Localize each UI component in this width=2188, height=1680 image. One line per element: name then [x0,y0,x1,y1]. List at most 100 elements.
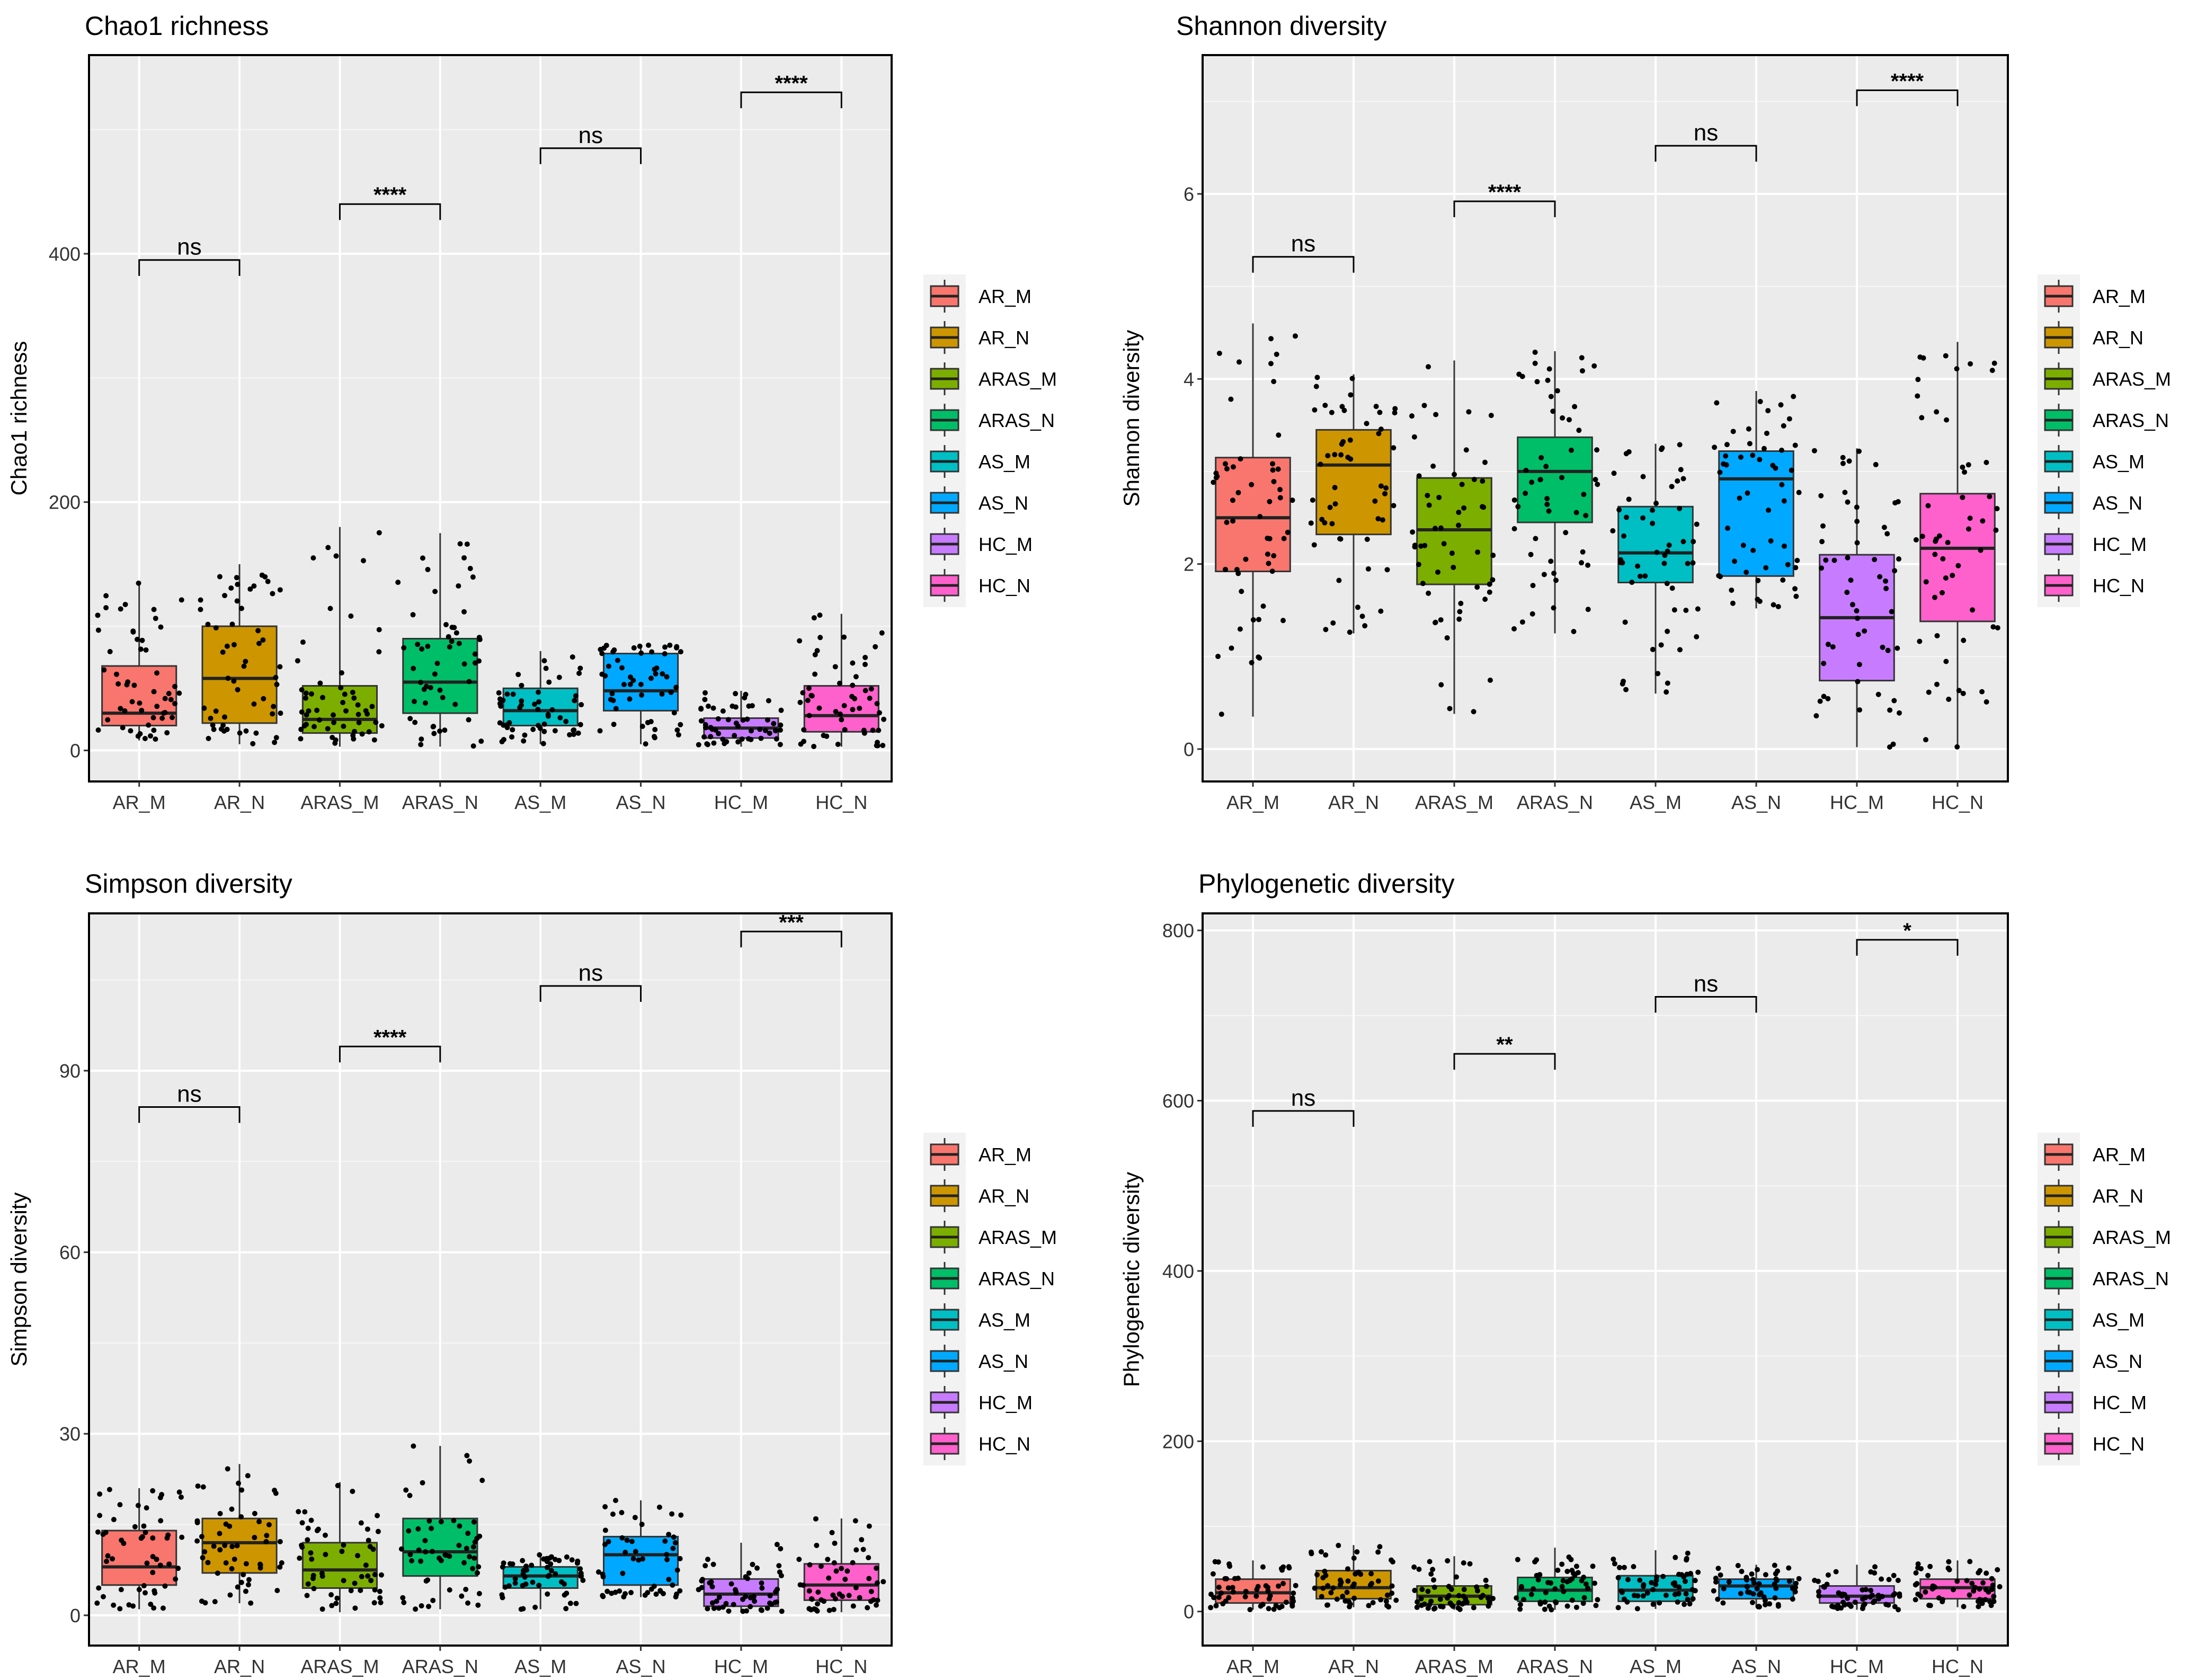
data-point [232,1557,237,1562]
data-point [166,1561,172,1567]
y-tick-label: 400 [1162,1260,1194,1282]
data-point [1650,1587,1656,1593]
data-point [1793,1580,1799,1586]
data-point [1373,404,1379,410]
data-point [1575,1570,1581,1576]
box-iqr [101,665,177,727]
data-point [826,1607,832,1613]
data-point [1368,1571,1374,1577]
data-point [576,670,582,676]
legend-item-ARAS_N: ARAS_N [2044,1262,2169,1295]
x-tick-label: AR_M [1226,792,1279,813]
data-point [744,1576,750,1581]
data-point [1756,1604,1762,1610]
data-point [1860,1606,1865,1612]
data-point [1945,540,1951,546]
data-point [543,665,549,671]
data-point [1872,1564,1878,1570]
data-point [1763,565,1769,571]
plot-border [1202,54,2009,783]
data-point [1356,1569,1362,1575]
data-point [135,636,140,642]
data-point [1463,447,1469,453]
data-point [314,1528,320,1534]
data-point [1934,633,1940,638]
data-point [1846,458,1852,464]
data-point [1323,1572,1329,1578]
data-point [675,732,681,737]
data-point [1349,376,1355,381]
data-point [213,708,219,714]
data-point [670,1545,676,1551]
data-point [1877,574,1883,580]
data-point [1658,447,1664,452]
data-point [368,1578,374,1584]
data-point [1487,581,1492,587]
data-point [1420,581,1426,586]
data-point [154,670,160,676]
data-point [1885,647,1891,653]
data-point [1764,430,1769,436]
data-point [522,732,528,738]
data-point [1794,557,1800,563]
data-point [95,1529,101,1535]
data-point [1980,1580,1986,1586]
data-point [1689,1587,1695,1593]
box-ARAS_N [398,1443,485,1612]
data-point [1650,1602,1656,1607]
data-point [1511,497,1517,503]
data-point [1626,496,1632,502]
data-point [351,695,357,701]
data-point [1713,1579,1719,1585]
data-point [1341,407,1347,413]
data-point [702,697,708,703]
data-point [103,593,109,599]
data-point [1389,1583,1395,1589]
data-point [432,671,438,677]
data-point [205,1560,211,1566]
data-point [1830,644,1836,650]
data-point [627,696,633,702]
data-point [1534,379,1540,385]
data-point [1989,1586,1995,1592]
data-point [277,587,283,593]
data-point [510,727,515,733]
data-point [826,1575,832,1581]
data-point [1329,521,1335,527]
data-point [746,1570,752,1576]
data-point [1210,1571,1216,1577]
data-point [172,683,178,689]
data-point [1724,442,1730,448]
y-tick-label: 2 [1184,554,1194,575]
data-point [243,659,248,664]
data-point [640,1556,646,1562]
data-point [1585,562,1591,568]
data-point [541,721,547,727]
data-point [837,680,842,686]
data-point [437,728,443,734]
data-point [1640,1593,1646,1599]
data-point [778,1546,784,1552]
data-point [673,1594,679,1599]
data-point [325,545,331,550]
legend-item-ARAS_N: ARAS_N [930,404,1055,437]
data-point [470,1544,476,1550]
box-iqr [1517,436,1593,523]
data-point [1338,536,1344,542]
x-tick-label: ARAS_M [300,1656,379,1677]
data-point [238,1514,244,1519]
significance-bracket: **** [1856,69,1959,106]
data-point [1852,1599,1858,1605]
data-point [1926,689,1932,695]
data-point [1660,1574,1666,1579]
legend-item-AS_N: AS_N [2044,1345,2142,1377]
data-point [743,1594,749,1599]
data-point [1954,1578,1960,1584]
data-point [1265,552,1270,557]
data-point [1250,617,1256,623]
data-point [1720,1600,1726,1606]
data-point [573,693,579,699]
data-point [1426,1602,1432,1608]
